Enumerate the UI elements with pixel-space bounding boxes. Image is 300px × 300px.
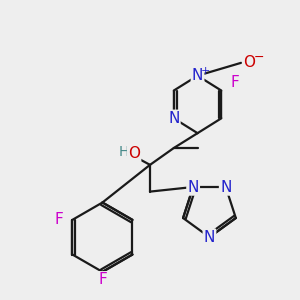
- Text: −: −: [254, 51, 264, 64]
- Text: H: H: [119, 145, 129, 159]
- Text: +: +: [201, 66, 210, 76]
- Text: F: F: [54, 212, 63, 227]
- Text: O: O: [128, 146, 140, 161]
- Text: N: N: [192, 68, 203, 83]
- Text: N: N: [168, 111, 179, 126]
- Text: O: O: [243, 55, 255, 70]
- Text: N: N: [204, 230, 215, 245]
- Text: N: N: [188, 179, 199, 194]
- Text: N: N: [220, 179, 231, 194]
- Text: F: F: [231, 75, 240, 90]
- Text: F: F: [98, 272, 107, 287]
